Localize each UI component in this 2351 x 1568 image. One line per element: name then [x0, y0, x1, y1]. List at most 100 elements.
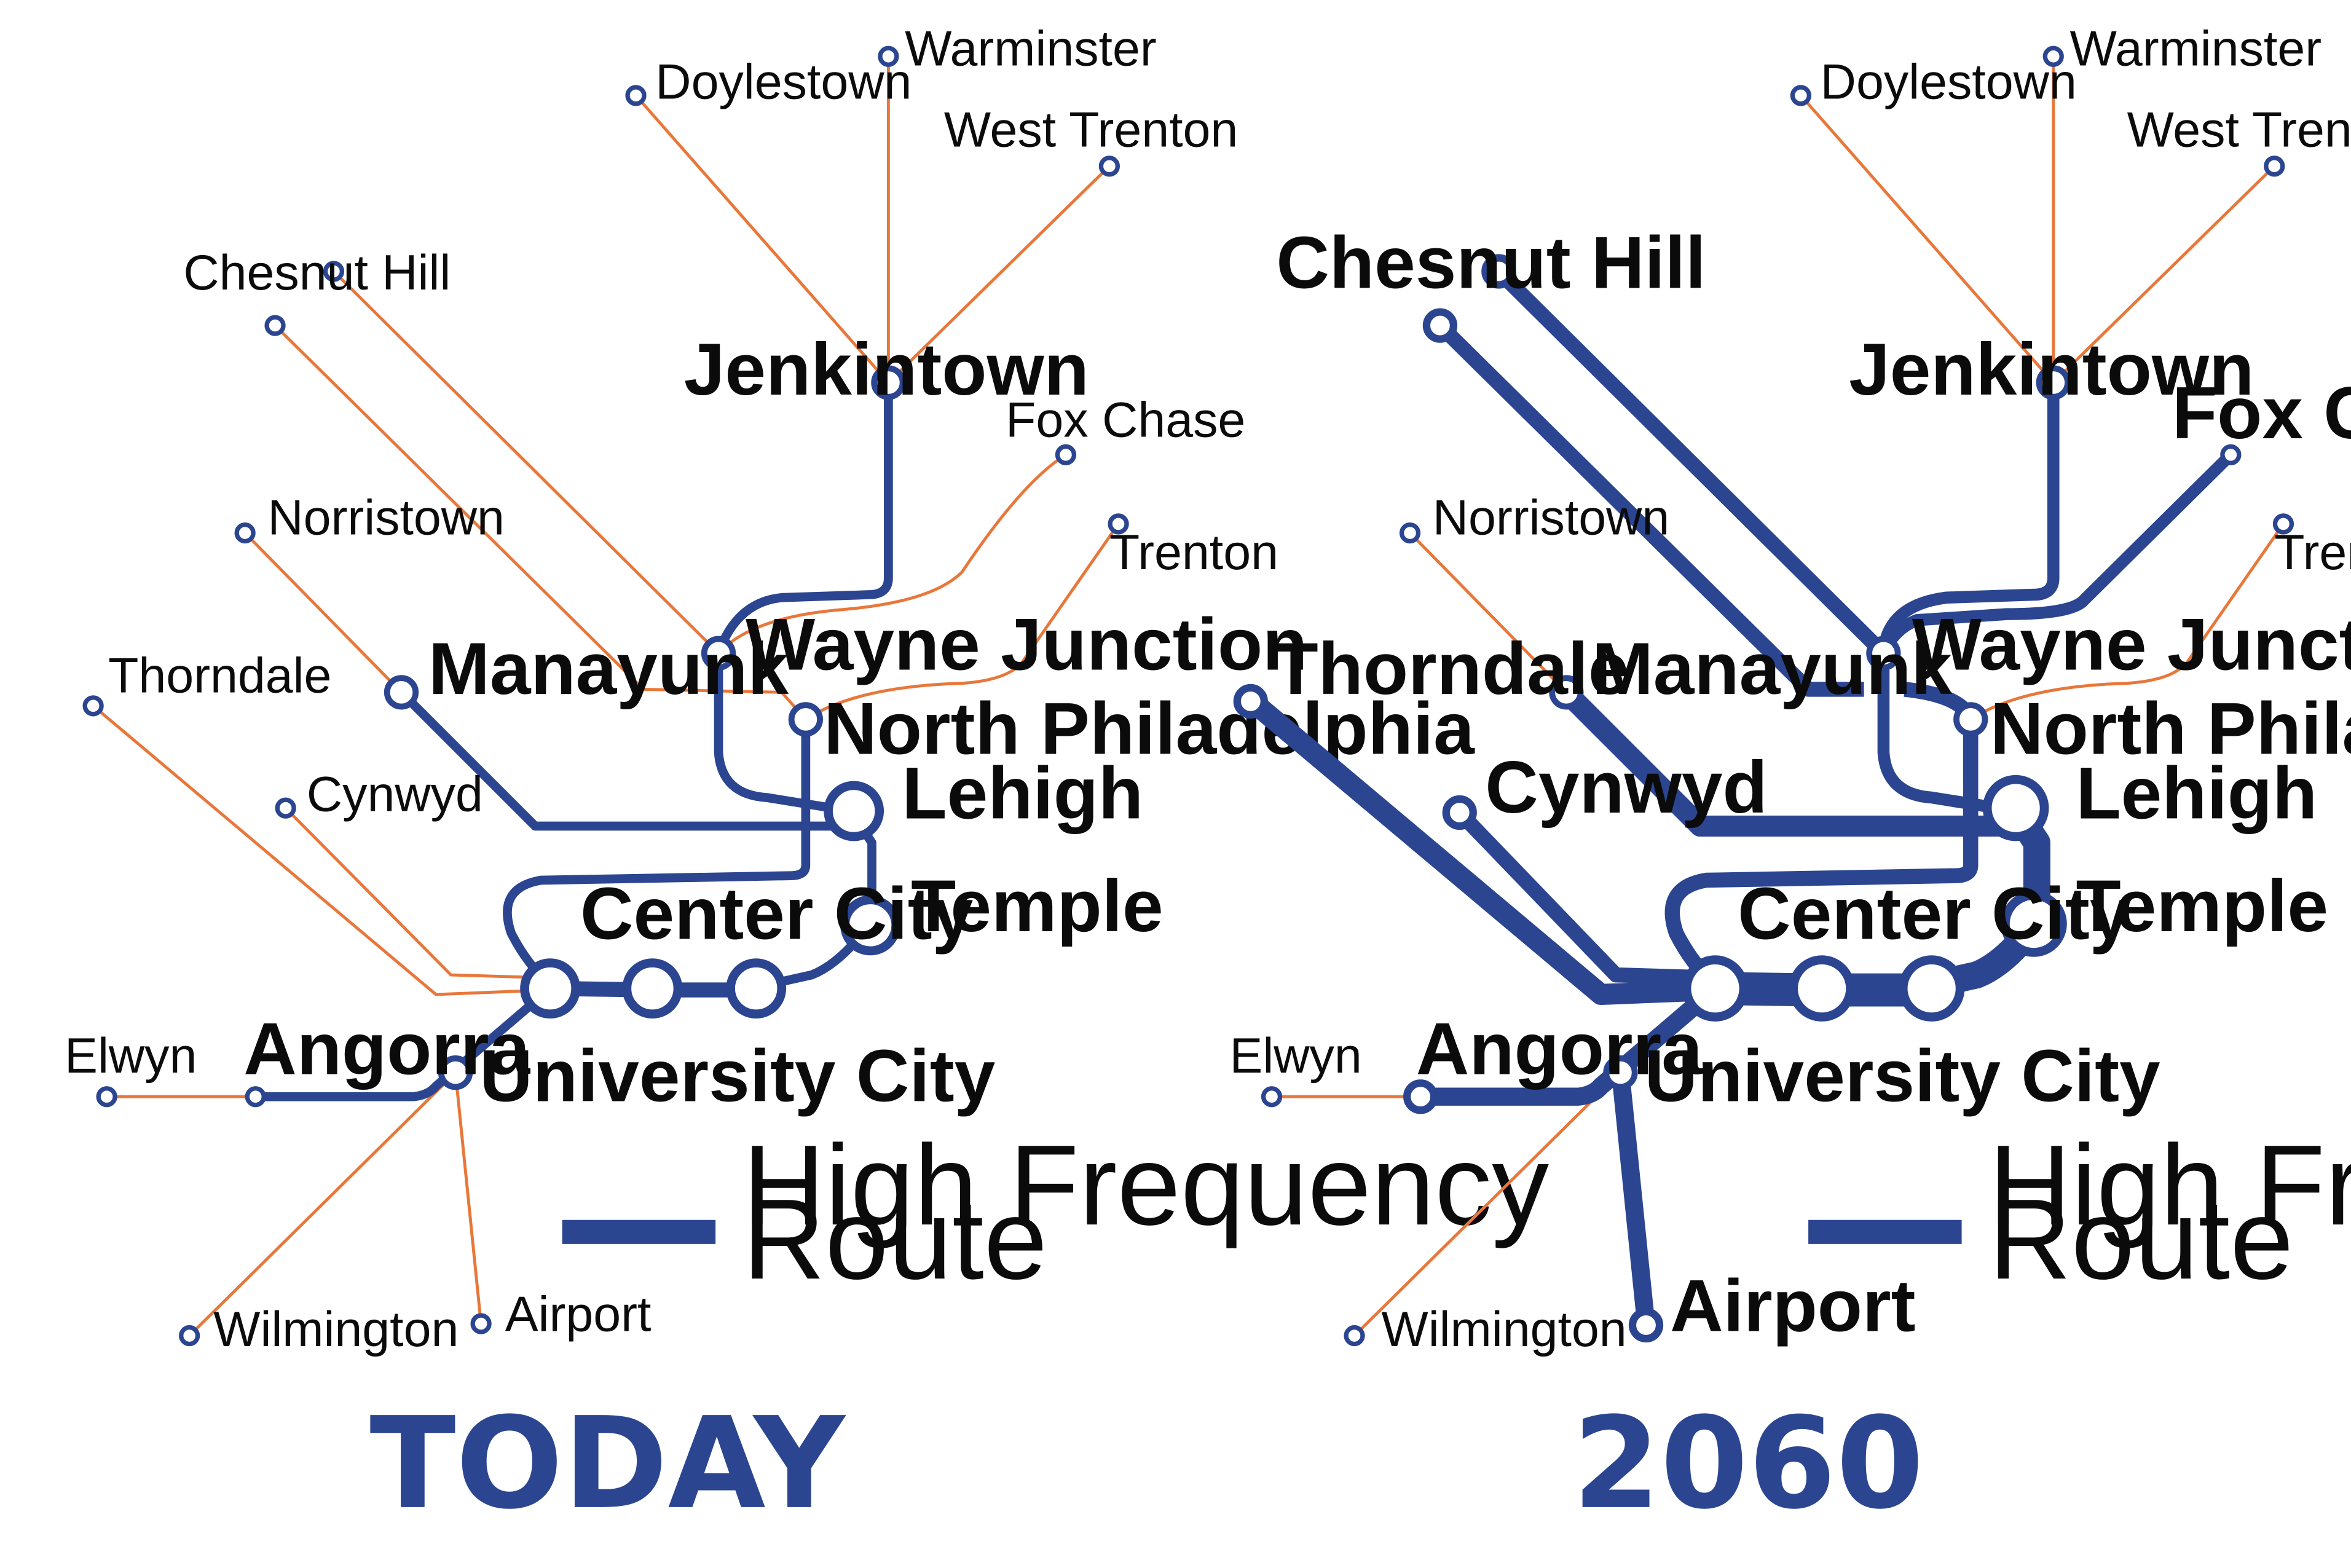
today-stations	[82, 45, 1129, 1347]
label-jenkintown: Jenkintown	[1849, 329, 2254, 411]
today-legend: High Frequency Route	[562, 1122, 1549, 1303]
label-doylestown: Doylestown	[655, 54, 912, 109]
label-north-philadelphia: North Philadelphia	[824, 688, 1475, 770]
future-legend: High Frequency Route	[1808, 1122, 2351, 1303]
station-airport[interactable]	[470, 1313, 492, 1334]
station-north-philadelphia[interactable]	[1953, 702, 1988, 737]
label-university-city: University City	[1645, 1036, 2160, 1117]
label-jenkintown: Jenkintown	[684, 329, 1089, 411]
hf-north-phila	[1664, 719, 1979, 991]
hf-cynwyd	[1454, 807, 1715, 986]
station-west-trenton[interactable]	[2264, 156, 2285, 177]
legend-swatch	[1808, 1219, 1962, 1244]
line-chesnut-hill-west	[274, 324, 807, 720]
station-doylestown[interactable]	[625, 85, 647, 106]
station-warminster[interactable]	[2042, 45, 2064, 67]
label-center-city: Center City	[580, 873, 973, 955]
today-map: Warminster Doylestown West Trenton Chesn…	[65, 21, 1549, 1537]
station-university-city[interactable]	[1603, 1055, 1638, 1090]
label-wayne-junction: Wayne Junction	[746, 604, 1307, 686]
station-center-city-1[interactable]	[520, 958, 581, 1019]
station-center-city-2[interactable]	[1789, 955, 1855, 1022]
label-wilmington: Wilmington	[1382, 1302, 1627, 1357]
station-wayne-junction[interactable]	[1866, 636, 1901, 671]
label-lehigh: Lehigh	[2076, 753, 2317, 835]
label-manayunk: Manayunk	[428, 628, 789, 710]
future-labels: Warminster Doylestown West Trenton Chesn…	[1230, 21, 2351, 1357]
label-west-trenton: West Trenton	[944, 103, 1238, 158]
title-today: TODAY	[369, 1390, 846, 1537]
line-trenton	[805, 523, 1120, 721]
label-angorra: Angorra	[243, 1009, 530, 1090]
station-chesnut-hill-west[interactable]	[1422, 308, 1458, 343]
station-west-trenton[interactable]	[1098, 156, 1120, 177]
station-manayunk[interactable]	[384, 675, 419, 710]
station-airport[interactable]	[1628, 1307, 1664, 1343]
today-regional-lines	[92, 56, 1120, 1337]
legend-label-line1: High Frequency	[742, 1122, 1549, 1249]
hf-chesnut-hill-east	[1493, 266, 1889, 659]
line-norristown	[1409, 532, 1568, 694]
future-regional-lines	[1272, 56, 2285, 1337]
line-doylestown	[634, 94, 890, 384]
station-norristown[interactable]	[1399, 522, 1421, 544]
label-airport: Airport	[1670, 1266, 1915, 1347]
label-warminster: Warminster	[905, 21, 1156, 76]
station-angorra[interactable]	[1403, 1079, 1438, 1114]
station-warminster[interactable]	[878, 45, 899, 67]
legend-swatch	[562, 1219, 716, 1244]
label-doylestown: Doylestown	[1821, 54, 2077, 109]
label-fox-chase: Fox Chase	[2172, 372, 2351, 454]
label-university-city: University City	[479, 1036, 995, 1117]
station-trenton[interactable]	[2272, 513, 2294, 535]
station-norristown[interactable]	[234, 522, 256, 544]
station-thorndale[interactable]	[1233, 684, 1268, 719]
legend-label-line2: Route	[742, 1176, 1047, 1303]
hf-airport	[1611, 1071, 1655, 1325]
line-chesnut-hill-east	[333, 270, 720, 655]
station-temple[interactable]	[2001, 891, 2067, 957]
today-labels: Warminster Doylestown West Trenton Chesn…	[65, 21, 1475, 1357]
station-lehigh[interactable]	[1982, 774, 2049, 841]
station-elwyn[interactable]	[1261, 1086, 1283, 1108]
station-center-city-1[interactable]	[1682, 955, 1749, 1022]
station-wayne-junction[interactable]	[701, 636, 736, 671]
station-chesnut-hill-west[interactable]	[264, 315, 286, 336]
station-north-philadelphia[interactable]	[788, 702, 823, 737]
station-elwyn[interactable]	[96, 1086, 117, 1108]
station-fox-chase[interactable]	[1055, 444, 1077, 466]
station-trenton[interactable]	[1108, 513, 1129, 535]
station-angorra[interactable]	[245, 1086, 266, 1108]
station-thorndale[interactable]	[82, 695, 104, 717]
label-elwyn: Elwyn	[1230, 1028, 1362, 1084]
station-center-city-3[interactable]	[726, 958, 787, 1019]
station-lehigh[interactable]	[824, 781, 884, 841]
station-center-city-3[interactable]	[1898, 955, 1965, 1022]
label-elwyn: Elwyn	[65, 1028, 197, 1084]
label-temple: Temple	[911, 865, 1164, 947]
hf-manayunk	[1559, 685, 2016, 837]
line-trenton	[1969, 523, 2285, 721]
station-cynwyd[interactable]	[1442, 795, 1477, 830]
station-jenkintown[interactable]	[2036, 365, 2071, 400]
station-wilmington[interactable]	[179, 1325, 200, 1347]
future-high-frequency-lines	[1245, 266, 2235, 1325]
station-chesnut-hill-east[interactable]	[1481, 254, 1516, 289]
station-temple[interactable]	[840, 895, 900, 956]
station-chesnut-hill-east[interactable]	[323, 261, 345, 282]
station-university-city[interactable]	[438, 1055, 473, 1090]
station-fox-chase[interactable]	[2220, 444, 2242, 466]
label-wayne-junction: Wayne Junction	[1912, 604, 2351, 686]
label-cynwyd: Cynwyd	[1485, 747, 1767, 829]
station-jenkintown[interactable]	[871, 365, 906, 400]
line-airport	[454, 1072, 483, 1324]
station-manayunk[interactable]	[1549, 675, 1584, 710]
station-doylestown[interactable]	[1790, 85, 1812, 106]
line-wilmington	[1353, 1071, 1622, 1337]
label-airport: Airport	[505, 1287, 652, 1342]
hf-thorndale	[1245, 693, 1716, 1006]
station-cynwyd[interactable]	[275, 797, 296, 819]
station-wilmington[interactable]	[1344, 1325, 1365, 1347]
station-center-city-2[interactable]	[622, 958, 683, 1019]
